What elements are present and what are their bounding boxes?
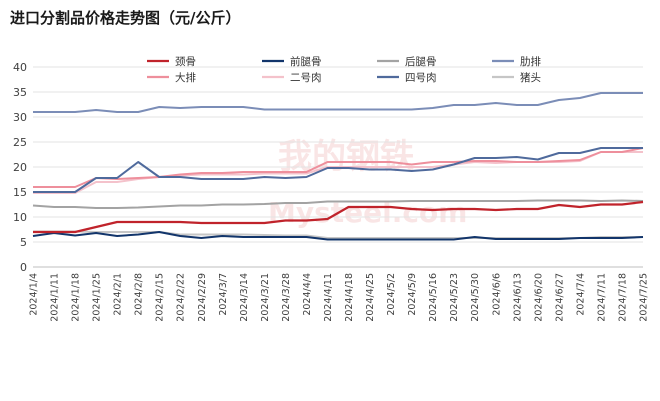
x-tick-label: 2024/4/11	[323, 273, 334, 322]
legend-item: 大排	[147, 71, 196, 84]
y-tick-label: 30	[13, 111, 27, 124]
legend-item: 肋排	[492, 55, 541, 68]
legend-label: 四号肉	[405, 71, 437, 84]
gridlines	[33, 66, 643, 268]
x-tick-label: 2024/7/11	[596, 273, 607, 322]
y-tick-label: 10	[13, 211, 27, 224]
x-tick-label: 2024/5/16	[428, 273, 439, 322]
y-tick-label: 25	[13, 136, 27, 149]
legend-label: 肋排	[520, 55, 541, 68]
x-tick-label: 2024/4/18	[344, 273, 355, 322]
x-tick-label: 2024/1/11	[50, 273, 61, 322]
legend-label: 大排	[175, 71, 196, 84]
x-tick-label: 2024/2/15	[155, 273, 166, 322]
x-tick-label: 2024/2/1	[113, 273, 124, 316]
x-tick-label: 2024/6/13	[512, 273, 523, 322]
x-tick-label: 2024/2/29	[197, 273, 208, 322]
series-line-后腿骨	[32, 199, 644, 209]
x-tick-label: 2024/6/6	[491, 273, 502, 316]
series-lines	[32, 92, 644, 241]
x-tick-label: 2024/7/18	[617, 273, 628, 322]
x-tick-label: 2024/1/25	[92, 273, 103, 322]
legend-label: 颈骨	[175, 56, 196, 68]
legend-item: 猪头	[492, 72, 541, 84]
legend-item: 四号肉	[377, 71, 437, 84]
series-line-前腿骨	[32, 231, 644, 241]
legend-item: 后腿骨	[377, 56, 437, 68]
legend-label: 后腿骨	[405, 56, 437, 68]
series-line-四号肉	[33, 147, 643, 193]
x-tick-label: 2024/4/25	[365, 273, 376, 322]
y-axis: 0 5 10 15 20 25 30 35 40	[13, 61, 27, 274]
y-tick-label: 35	[13, 86, 27, 99]
x-tick-label: 2024/2/22	[176, 273, 187, 322]
x-tick-label: 2024/3/21	[260, 273, 271, 322]
y-tick-label: 20	[13, 161, 27, 174]
y-tick-label: 15	[13, 186, 27, 199]
legend-item: 二号肉	[262, 71, 322, 84]
x-tick-label: 2024/2/8	[134, 273, 145, 316]
x-tick-label: 2024/5/23	[449, 273, 460, 322]
legend-label: 猪头	[520, 72, 541, 84]
x-tick-label: 2024/4/4	[302, 273, 313, 316]
legend-item: 颈骨	[147, 56, 196, 68]
x-tick-label: 2024/6/20	[533, 273, 544, 322]
x-tick-label: 2024/1/4	[29, 273, 40, 316]
x-tick-label: 2024/5/30	[470, 273, 481, 322]
x-tick-label: 2024/1/18	[71, 273, 82, 322]
x-axis: 2024/1/4 2024/1/11 2024/1/18 2024/1/25 2024/…	[29, 273, 650, 322]
x-tick-label: 2024/3/7	[218, 273, 229, 316]
series-line-颈骨	[33, 200, 644, 234]
x-tick-label: 2024/3/14	[239, 273, 250, 322]
x-tick-label: 2024/7/25	[639, 273, 650, 322]
x-tick-label: 2024/5/2	[386, 273, 397, 316]
y-tick-label: 0	[20, 261, 27, 274]
x-tick-label: 2024/6/27	[554, 273, 565, 322]
series-line-大排	[33, 147, 644, 188]
legend-label: 前腿骨	[290, 55, 322, 68]
y-tick-label: 5	[20, 236, 27, 249]
y-tick-label: 40	[13, 61, 27, 74]
x-tick-label: 2024/3/28	[281, 273, 292, 322]
series-line-肋排	[33, 92, 643, 113]
chart-title: 进口分割品价格走势图（元/公斤）	[10, 9, 240, 27]
legend-item: 前腿骨	[262, 55, 322, 68]
x-tick-label: 2024/5/9	[407, 273, 418, 316]
x-tick-label: 2024/7/4	[575, 273, 586, 316]
watermark: 我的钢铁 Mysteel.com	[268, 137, 467, 229]
legend-label: 二号肉	[290, 71, 322, 84]
